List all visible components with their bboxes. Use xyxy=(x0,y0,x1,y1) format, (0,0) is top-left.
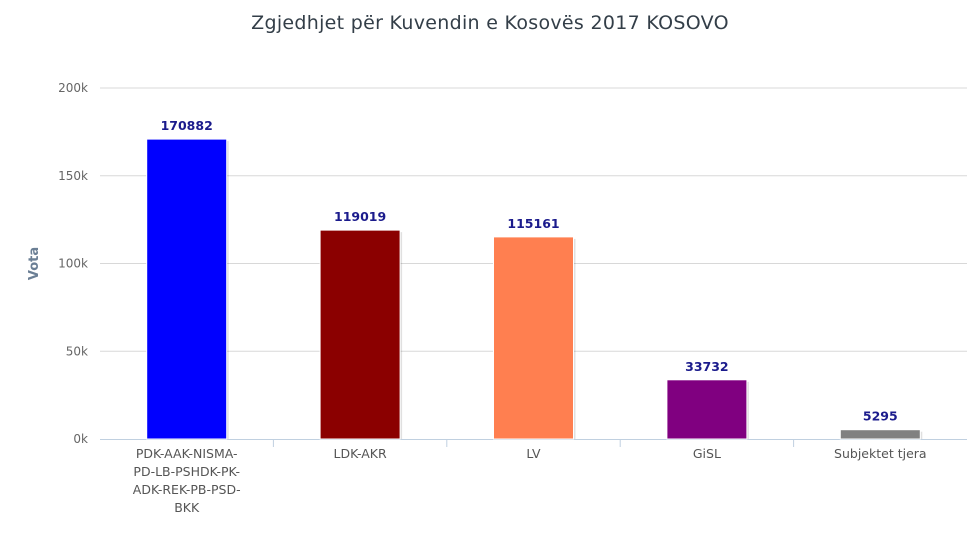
x-tick-label-line: PDK-AAK-NISMA- xyxy=(136,446,238,461)
y-tick-label: 200k xyxy=(58,81,88,95)
x-tick-label-line: LDK-AKR xyxy=(334,446,387,461)
x-tick-label-line: ADK-REK-PB-PSD- xyxy=(133,482,241,497)
bar[interactable] xyxy=(319,229,401,440)
data-label: 170882 xyxy=(161,118,213,133)
data-label: 5295 xyxy=(863,409,898,424)
bar[interactable] xyxy=(666,379,748,440)
x-tick-label-line: Subjektet tjera xyxy=(834,446,927,461)
bar[interactable] xyxy=(146,138,228,440)
x-tick-label-line: LV xyxy=(526,446,541,461)
x-tick-label: LDK-AKR xyxy=(334,446,387,461)
y-tick-label: 100k xyxy=(58,257,88,271)
data-label: 119019 xyxy=(334,209,386,224)
data-label: 33732 xyxy=(685,359,729,374)
x-tick-label: LV xyxy=(526,446,541,461)
x-tick-label-line: PD-LB-PSHDK-PK- xyxy=(133,464,240,479)
chart-title: Zgjedhjet për Kuvendin e Kosovës 2017 KO… xyxy=(251,12,729,34)
y-tick-label: 50k xyxy=(66,344,88,358)
y-tick-label: 150k xyxy=(58,169,88,183)
x-tick-label-line: GiSL xyxy=(693,446,721,461)
bar[interactable] xyxy=(839,429,921,440)
y-axis-title: Vota xyxy=(27,247,42,280)
x-tick-label: GiSL xyxy=(693,446,721,461)
x-tick-label: PDK-AAK-NISMA- PD-LB-PSHDK-PK- ADK-REK-PB-… xyxy=(133,446,241,515)
y-tick-label: 0k xyxy=(73,432,88,446)
x-tick-label-line: BKK xyxy=(174,500,200,515)
data-label: 115161 xyxy=(507,216,559,231)
bar[interactable] xyxy=(493,236,574,440)
x-tick-label: Subjektet tjera xyxy=(834,446,927,461)
